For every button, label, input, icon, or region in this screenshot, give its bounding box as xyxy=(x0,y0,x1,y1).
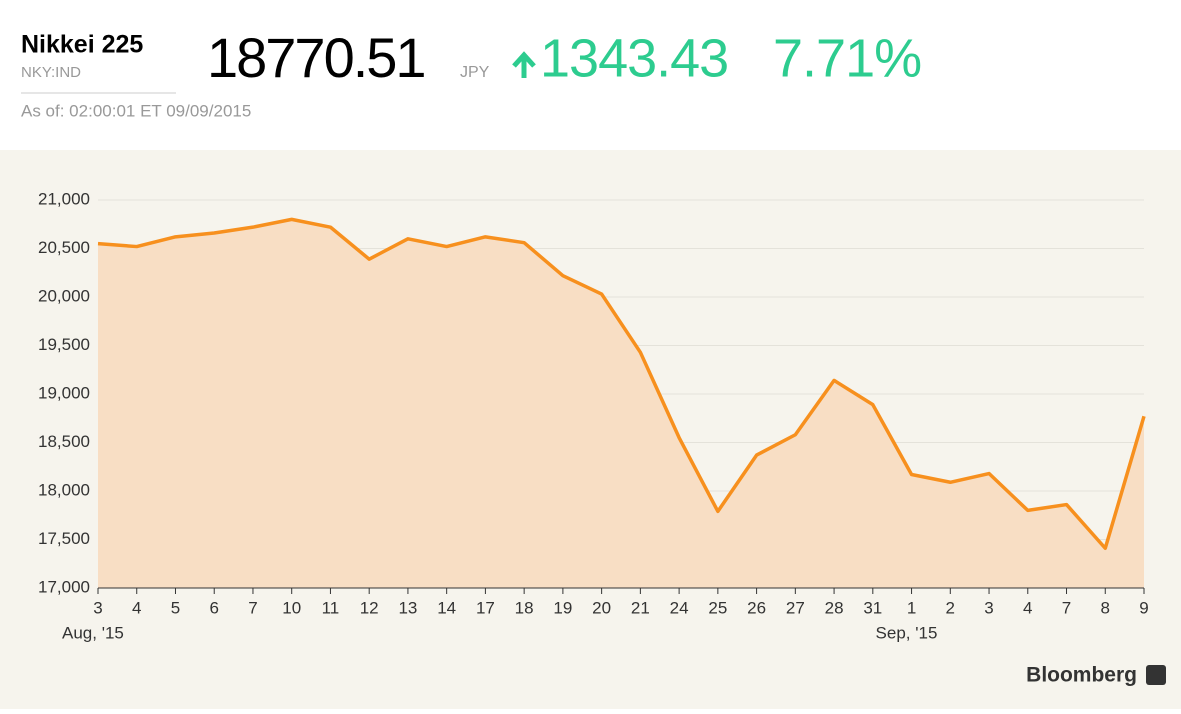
x-tick-label: 31 xyxy=(863,598,882,617)
ticker: NKY:IND xyxy=(21,64,81,81)
x-tick-label: 2 xyxy=(946,598,955,617)
x-tick-label: 10 xyxy=(282,598,301,617)
x-tick-label: 14 xyxy=(437,598,456,617)
x-tick-label: 7 xyxy=(1062,598,1071,617)
brand-icon xyxy=(1146,665,1166,685)
x-tick-label: 17 xyxy=(476,598,495,617)
change-percent: 7.71% xyxy=(773,28,921,88)
price: 18770.51 xyxy=(207,26,425,89)
x-tick-label: 21 xyxy=(631,598,650,617)
x-tick-label: 12 xyxy=(360,598,379,617)
line xyxy=(97,217,1146,550)
x-tick-label: 6 xyxy=(209,598,218,617)
x-tick-label: 19 xyxy=(553,598,572,617)
x-tick-label: 26 xyxy=(747,598,766,617)
y-tick-label: 19,500 xyxy=(38,335,90,354)
x-tick-label: 3 xyxy=(984,598,993,617)
x-tick-label: 24 xyxy=(670,598,689,617)
x-tick-label: 13 xyxy=(398,598,417,617)
x-tick-label: 1 xyxy=(907,598,916,617)
y-tick-label: 18,000 xyxy=(38,480,90,499)
brand: Bloomberg xyxy=(1026,664,1137,687)
x-tick-label: 3 xyxy=(93,598,102,617)
y-tick-label: 17,500 xyxy=(38,529,90,548)
y-tick-label: 17,000 xyxy=(38,577,90,596)
x-month-label: Aug, '15 xyxy=(62,623,124,642)
x-tick-label: 18 xyxy=(515,598,534,617)
x-tick-label: 28 xyxy=(825,598,844,617)
y-tick-label: 20,500 xyxy=(38,238,90,257)
y-tick-label: 19,000 xyxy=(38,383,90,402)
area xyxy=(98,219,1144,588)
y-tick-label: 20,000 xyxy=(38,286,90,305)
up-arrow xyxy=(512,51,536,78)
x-tick-label: 27 xyxy=(786,598,805,617)
x-tick-label: 8 xyxy=(1101,598,1110,617)
y-tick-label: 21,000 xyxy=(38,189,90,208)
y-tick-label: 18,500 xyxy=(38,432,90,451)
x-tick-label: 4 xyxy=(132,598,141,617)
as-of: As of: 02:00:01 ET 09/09/2015 xyxy=(21,101,251,120)
currency: JPY xyxy=(460,64,490,81)
x-tick-label: 20 xyxy=(592,598,611,617)
index-name: Nikkei 225 xyxy=(21,31,143,59)
x-tick-label: 11 xyxy=(322,598,340,617)
x-tick-label: 9 xyxy=(1139,598,1148,617)
x-tick-label: 7 xyxy=(248,598,257,617)
x-tick-label: 4 xyxy=(1023,598,1032,617)
x-month-label: Sep, '15 xyxy=(876,623,938,642)
x-tick-label: 25 xyxy=(708,598,727,617)
change: 1343.43 xyxy=(540,28,728,88)
x-tick-label: 5 xyxy=(171,598,180,617)
